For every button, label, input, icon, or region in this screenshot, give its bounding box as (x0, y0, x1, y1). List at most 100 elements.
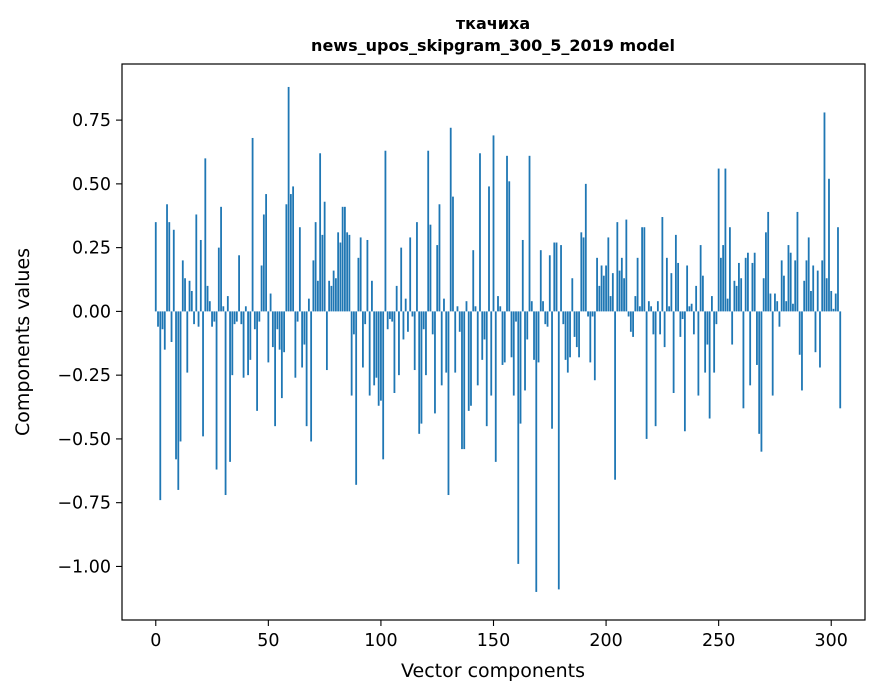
bar (521, 239, 524, 312)
y-tick-label: −1.00 (57, 557, 111, 577)
bar (589, 311, 592, 363)
bar (307, 298, 310, 312)
bar (499, 306, 502, 312)
bar (377, 311, 380, 406)
bar (530, 301, 533, 312)
bar (222, 306, 225, 312)
bar (488, 186, 490, 312)
bar (170, 311, 173, 342)
bar (618, 270, 621, 312)
bar (344, 206, 346, 312)
bar (652, 311, 655, 335)
bar (238, 255, 240, 312)
bar (452, 196, 454, 312)
bar (485, 311, 488, 427)
bar (717, 168, 720, 312)
bar (339, 242, 342, 312)
bar (582, 237, 585, 312)
bar (627, 311, 630, 317)
bar (204, 158, 207, 312)
bar (330, 285, 333, 312)
bar (364, 311, 367, 325)
bar (233, 311, 236, 325)
bar (253, 311, 256, 330)
chart-title-line1: ткачиха (456, 14, 530, 33)
bar (449, 127, 452, 312)
bar (830, 290, 833, 312)
bar (611, 273, 614, 312)
bar (542, 301, 544, 312)
bar (325, 311, 328, 371)
bar (711, 296, 713, 312)
bar (593, 311, 596, 381)
bar (623, 278, 625, 312)
bar (402, 311, 405, 340)
bar (294, 311, 297, 378)
bar (271, 311, 274, 348)
bar (319, 153, 322, 312)
bar (456, 306, 459, 312)
bar (463, 311, 466, 450)
x-tick-label: 50 (257, 631, 279, 651)
bar (357, 257, 360, 312)
bar (551, 311, 553, 429)
bar (587, 311, 589, 317)
bar (663, 311, 666, 348)
bar (708, 311, 711, 419)
bar (305, 311, 308, 427)
bar (537, 311, 540, 363)
bar (280, 311, 283, 399)
bar (578, 311, 580, 358)
bar (744, 257, 747, 312)
bar (832, 308, 835, 312)
bar (461, 311, 463, 450)
bar (416, 222, 418, 312)
bar (447, 311, 450, 496)
bar (195, 214, 198, 312)
bar (422, 311, 425, 330)
x-tick-label: 100 (364, 631, 397, 651)
bar (620, 257, 623, 312)
x-tick-label: 200 (589, 631, 622, 651)
bar (803, 280, 806, 312)
bar (526, 311, 529, 340)
bar (596, 257, 598, 312)
bar (632, 311, 634, 337)
bar (690, 303, 693, 312)
bar (810, 290, 812, 312)
bar (161, 311, 164, 330)
bar (226, 296, 229, 312)
x-tick-label: 0 (150, 631, 161, 651)
bar (720, 257, 722, 312)
bar (334, 278, 337, 312)
bar (208, 301, 211, 312)
bar (420, 311, 423, 424)
bar (801, 311, 803, 391)
bar (634, 296, 637, 312)
bar (229, 311, 231, 462)
bar (787, 245, 790, 312)
bar (683, 311, 686, 432)
bar (472, 250, 475, 312)
bar (699, 245, 702, 312)
bar (614, 311, 616, 480)
bar (706, 311, 709, 345)
bar (224, 311, 227, 496)
bar (389, 311, 391, 320)
bar (438, 204, 441, 312)
y-tick-label: 0.25 (72, 239, 111, 259)
bar (179, 311, 182, 442)
bar (598, 285, 601, 312)
bar (247, 311, 249, 376)
bar (206, 285, 209, 312)
bar (580, 232, 583, 312)
bar (564, 311, 567, 360)
bar (474, 306, 477, 312)
bar (765, 232, 767, 312)
bar (533, 311, 535, 360)
bar (557, 311, 560, 590)
bar (244, 306, 247, 312)
y-tick-label: 0.00 (72, 302, 111, 322)
